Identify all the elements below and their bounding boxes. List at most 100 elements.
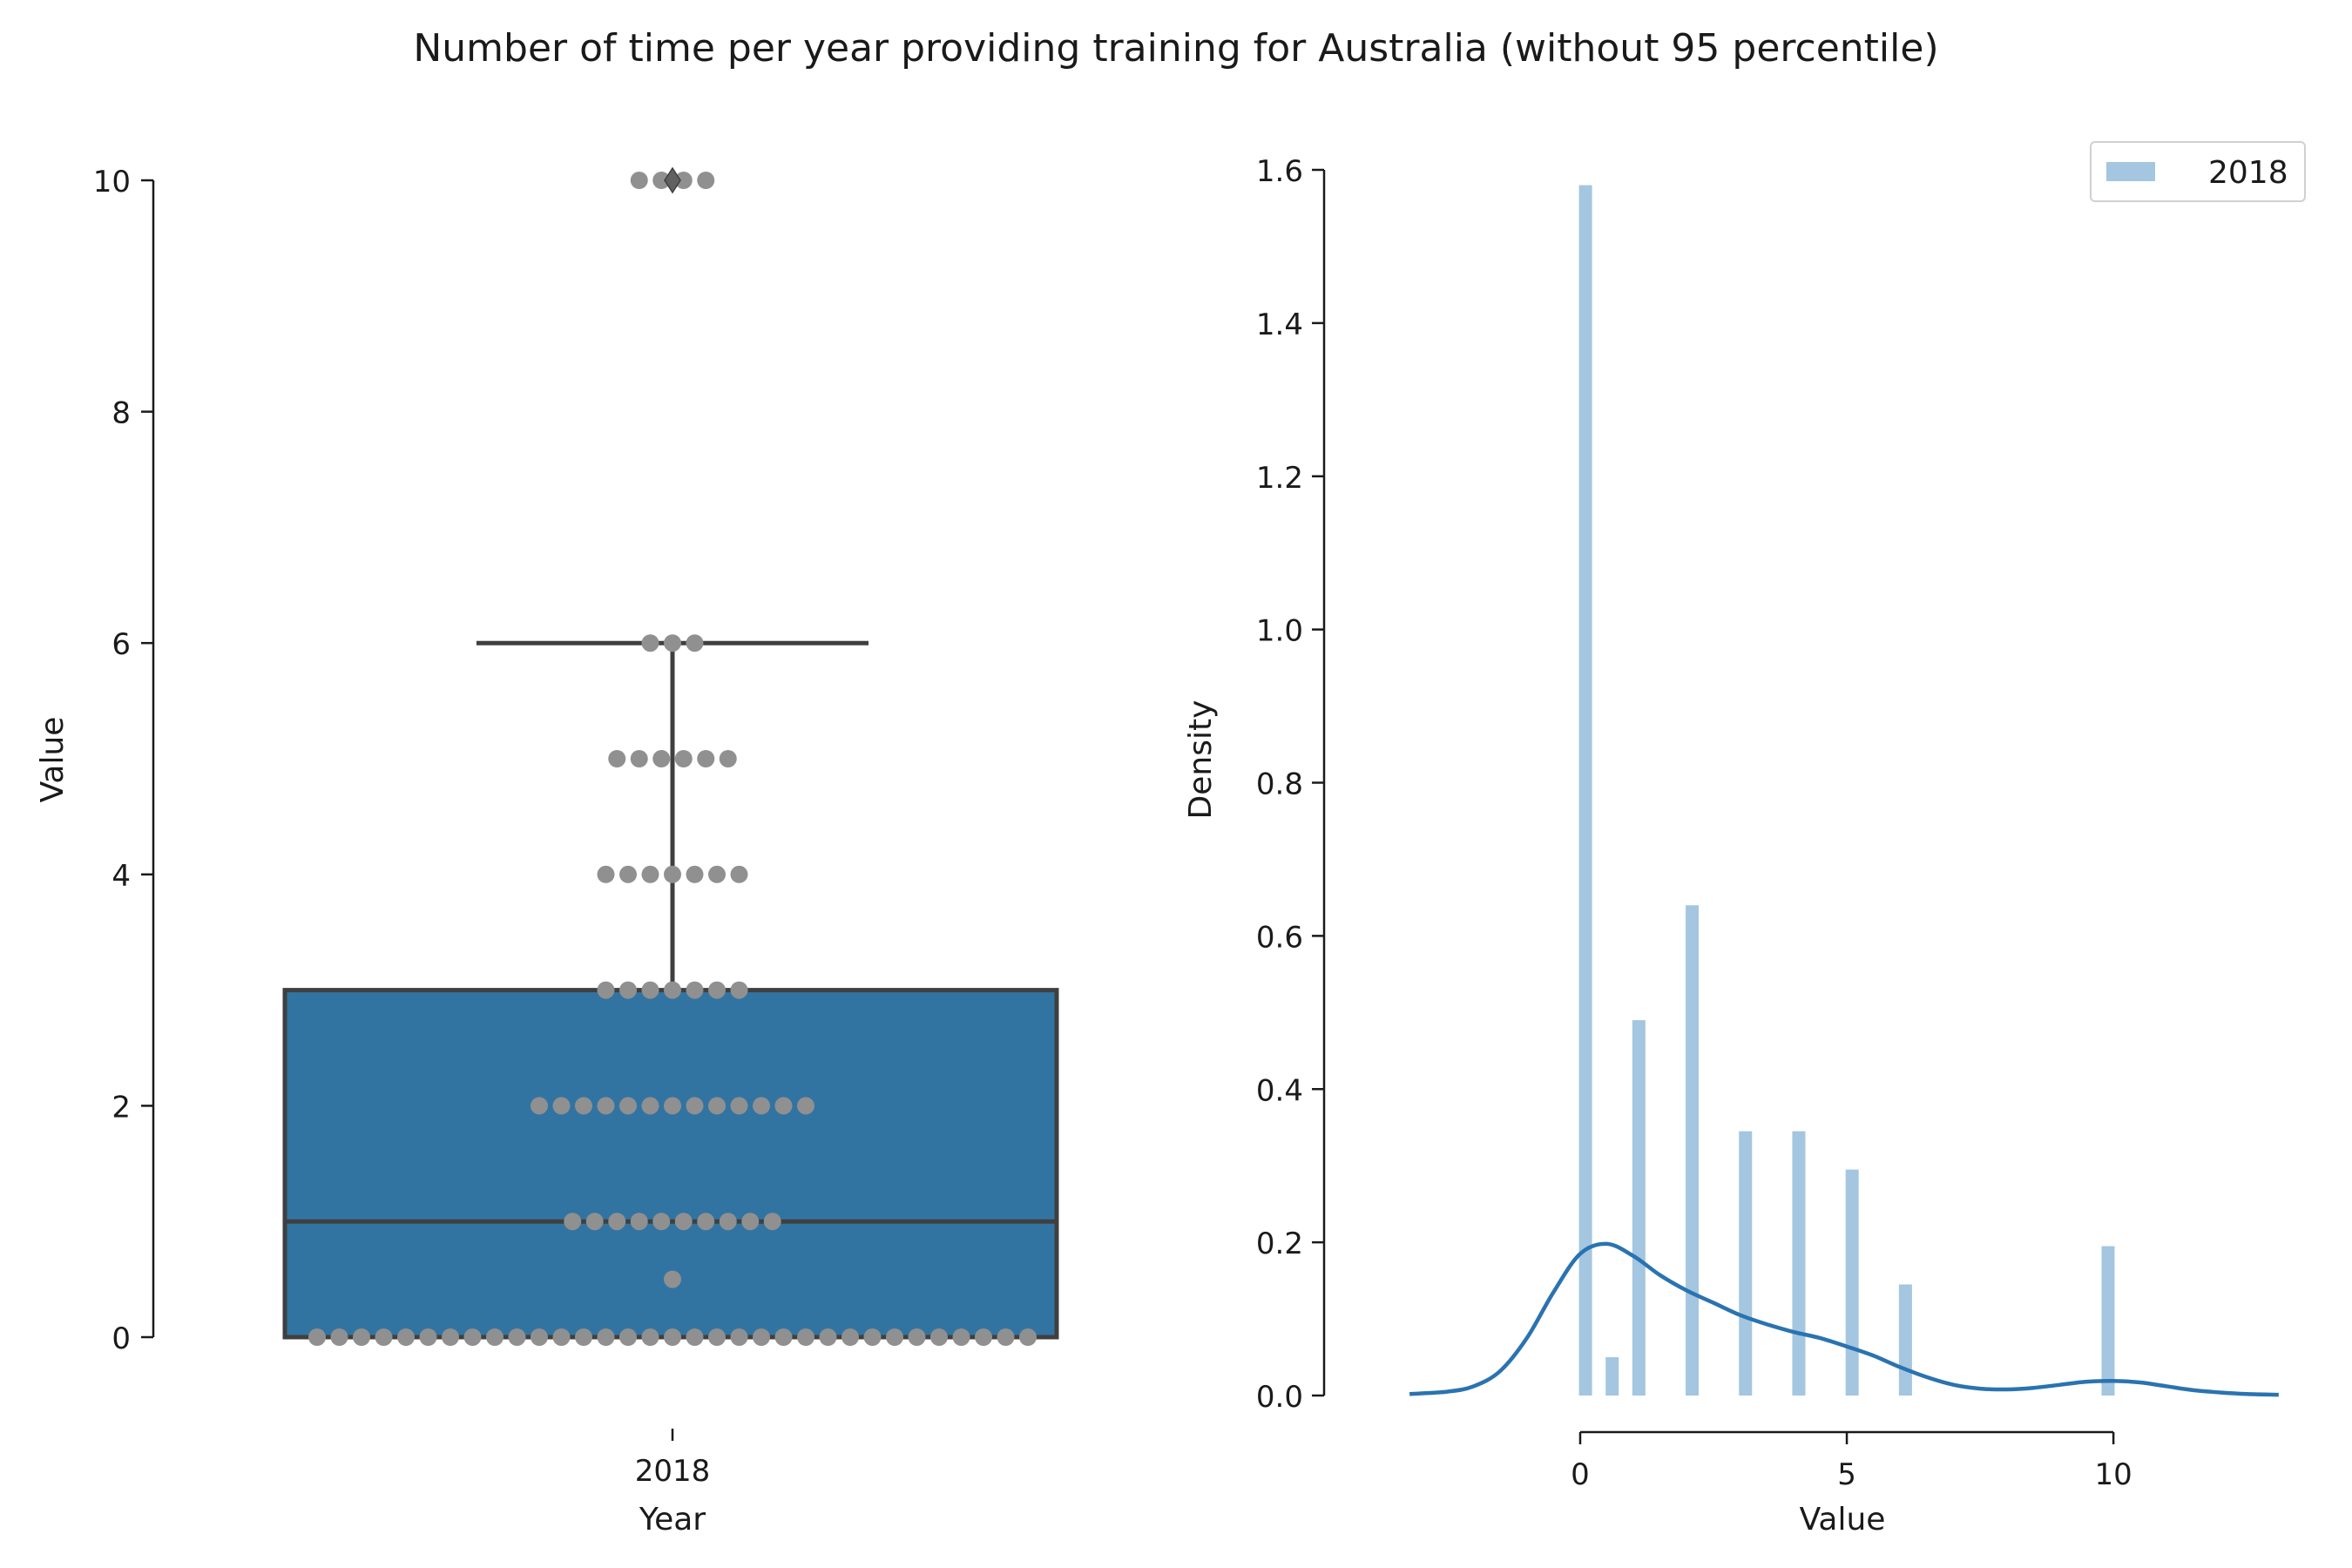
left-y-tick-label: 4 <box>112 859 131 894</box>
right-y-tick-label: 0.2 <box>1256 1227 1303 1261</box>
swarm-point <box>763 1213 781 1231</box>
swarm-point <box>630 750 648 767</box>
right-y-tick-label: 0.8 <box>1256 767 1303 802</box>
swarm-point <box>486 1328 504 1346</box>
swarm-point <box>730 1097 748 1115</box>
swarm-point <box>597 1328 615 1346</box>
swarm-point <box>819 1328 837 1346</box>
swarm-point <box>664 1097 681 1115</box>
swarm-point <box>674 1213 693 1231</box>
swarm-point <box>708 1097 726 1115</box>
swarm-point <box>708 981 726 999</box>
histogram-bars <box>1578 185 2115 1396</box>
right-y-tick-label: 1.0 <box>1256 614 1303 649</box>
right-y-tick-label: 0.0 <box>1256 1380 1303 1415</box>
histogram-bar <box>1845 1169 1859 1396</box>
swarm-point <box>708 865 726 883</box>
swarm-point <box>753 1328 770 1346</box>
swarm-point <box>664 981 681 999</box>
swarm-point <box>585 1213 604 1231</box>
right-y-tick-label: 1.2 <box>1256 461 1303 496</box>
swarm-point <box>397 1328 415 1346</box>
swarm-point <box>797 1328 814 1346</box>
swarm-point <box>463 1328 482 1346</box>
histogram-bar <box>1739 1131 1753 1396</box>
swarm-point <box>619 1097 637 1115</box>
kde-curve <box>1409 1241 2279 1397</box>
right-x-tick-label: 5 <box>1837 1457 1856 1492</box>
swarm-point <box>886 1328 903 1346</box>
swarm-point <box>597 865 615 883</box>
swarm-point <box>641 1328 659 1346</box>
swarm-point <box>975 1328 992 1346</box>
left-y-tick-label: 2 <box>112 1090 131 1125</box>
swarm-point <box>841 1328 859 1346</box>
figure-title: Number of time per year providing traini… <box>413 26 1938 71</box>
swarm-point <box>697 1213 715 1231</box>
swarm-point <box>652 1213 671 1231</box>
swarm-point <box>708 1328 726 1346</box>
swarm-points <box>308 166 1037 1346</box>
legend-swatch <box>2106 162 2155 181</box>
swarm-point <box>719 1213 737 1231</box>
right-y-tick-label: 1.4 <box>1256 308 1303 342</box>
right-x-tick-label: 0 <box>1571 1457 1590 1492</box>
left-y-axis-label: Value <box>35 717 71 803</box>
right-y-tick-label: 1.6 <box>1256 154 1303 189</box>
swarm-point <box>686 1097 704 1115</box>
swarm-point <box>442 1328 459 1346</box>
swarm-point <box>597 981 615 999</box>
swarm-point <box>508 1328 526 1346</box>
swarm-point <box>630 172 648 189</box>
swarm-point <box>419 1328 437 1346</box>
left-x-axis-label: Year <box>639 1502 706 1538</box>
right-y-tick-label: 0.6 <box>1256 920 1303 955</box>
swarm-point <box>308 1328 326 1346</box>
swarm-point <box>997 1328 1015 1346</box>
right-y-tick-label: 0.4 <box>1256 1073 1303 1108</box>
swarm-point <box>608 1213 626 1231</box>
swarm-point <box>674 750 693 767</box>
swarm-point <box>597 1097 615 1115</box>
histogram-bar <box>1792 1131 1806 1396</box>
left-y-tick-label: 8 <box>112 396 131 431</box>
swarm-point <box>697 750 715 767</box>
legend-label: 2018 <box>2208 155 2288 191</box>
swarm-point <box>552 1097 571 1115</box>
legend: 2018 <box>2090 141 2306 202</box>
histogram-bar <box>2101 1246 2115 1396</box>
left-axes: 0 2 4 6 8 10 2018 <box>93 165 711 1489</box>
swarm-point <box>531 1097 548 1115</box>
swarm-point <box>930 1328 948 1346</box>
swarm-point <box>641 981 659 999</box>
swarm-point <box>608 750 626 767</box>
histogram-bar <box>1605 1357 1619 1396</box>
swarm-point <box>797 1097 814 1115</box>
swarm-point <box>674 172 693 189</box>
swarm-point <box>619 981 637 999</box>
swarm-point <box>652 172 671 189</box>
histogram-bar <box>1578 185 1592 1396</box>
histogram-bar <box>1898 1284 1912 1396</box>
histogram-bar <box>1632 1020 1646 1396</box>
swarm-point <box>641 634 659 652</box>
swarm-point <box>774 1328 793 1346</box>
swarm-point <box>575 1097 592 1115</box>
swarm-point <box>686 865 704 883</box>
left-x-tick-label: 2018 <box>635 1454 711 1489</box>
swarm-point <box>719 750 737 767</box>
swarm-point <box>353 1328 370 1346</box>
swarm-point <box>686 634 704 652</box>
swarm-point <box>564 1213 582 1231</box>
swarm-point <box>1019 1328 1037 1346</box>
swarm-point <box>575 1328 592 1346</box>
left-y-tick-label: 6 <box>112 627 131 662</box>
swarm-point <box>730 865 748 883</box>
swarm-point <box>664 634 681 652</box>
swarm-point <box>952 1328 970 1346</box>
swarm-point <box>619 865 637 883</box>
swarm-point <box>730 981 748 999</box>
swarm-point <box>664 1328 681 1346</box>
histogram-bar <box>1686 905 1700 1396</box>
kde-curve-group <box>1409 1241 2279 1397</box>
